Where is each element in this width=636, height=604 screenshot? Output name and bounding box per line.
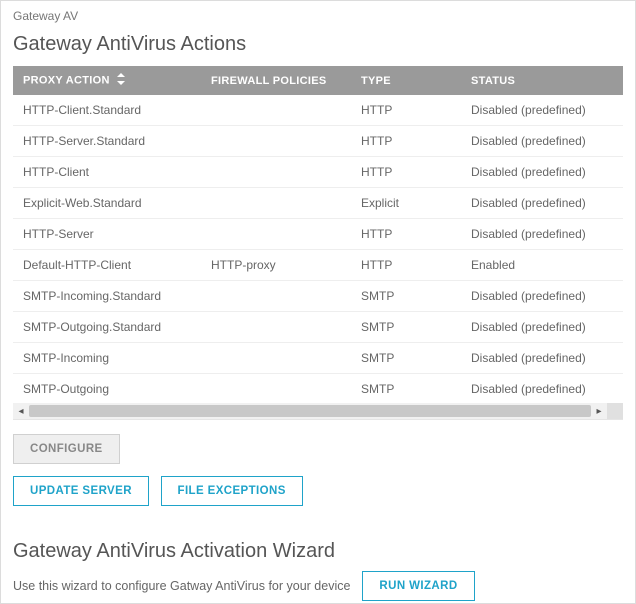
- cell-type: HTTP: [351, 157, 461, 188]
- table-row[interactable]: Default-HTTP-ClientHTTP-proxyHTTPEnabled: [13, 250, 623, 281]
- cell-firewall-policies: [201, 374, 351, 402]
- cell-proxy-action: Explicit-Web.Standard: [13, 188, 201, 219]
- wizard-section: Gateway AntiVirus Activation Wizard Use …: [13, 540, 623, 601]
- wizard-description: Use this wizard to configure Gatway Anti…: [13, 579, 350, 593]
- scroll-track[interactable]: [29, 405, 591, 417]
- cell-type: SMTP: [351, 281, 461, 312]
- scroll-resize-grip: [607, 403, 623, 419]
- cell-status: Disabled (predefined): [461, 312, 623, 343]
- table-row[interactable]: SMTP-Outgoing SMTPDisabled (predefined): [13, 374, 623, 402]
- table-row[interactable]: HTTP-Client.Standard HTTPDisabled (predef…: [13, 95, 623, 126]
- update-server-button[interactable]: UPDATE SERVER: [13, 476, 149, 506]
- table-row[interactable]: SMTP-Outgoing.Standard SMTPDisabled (pred…: [13, 312, 623, 343]
- cell-firewall-policies: [201, 95, 351, 126]
- cell-proxy-action: HTTP-Server.Standard: [13, 126, 201, 157]
- cell-status: Enabled: [461, 250, 623, 281]
- cell-type: SMTP: [351, 312, 461, 343]
- cell-proxy-action: HTTP-Client.Standard: [13, 95, 201, 126]
- actions-table-wrap: PROXY ACTION FIREWALL POLICIES TYPE STAT…: [13, 66, 623, 420]
- table-row[interactable]: SMTP-Incoming SMTPDisabled (predefined): [13, 343, 623, 374]
- table-header-row: PROXY ACTION FIREWALL POLICIES TYPE STAT…: [13, 66, 623, 95]
- run-wizard-button[interactable]: RUN WIZARD: [362, 571, 474, 601]
- cell-firewall-policies: [201, 188, 351, 219]
- table-row[interactable]: SMTP-Incoming.Standard SMTPDisabled (pred…: [13, 281, 623, 312]
- cell-firewall-policies: [201, 312, 351, 343]
- page-title: Gateway AntiVirus Actions: [13, 33, 623, 56]
- cell-firewall-policies: HTTP-proxy: [201, 250, 351, 281]
- cell-status: Disabled (predefined): [461, 126, 623, 157]
- configure-button[interactable]: CONFIGURE: [13, 434, 120, 464]
- table-row[interactable]: HTTP-Server.Standard HTTPDisabled (predef…: [13, 126, 623, 157]
- secondary-button-row: UPDATE SERVER FILE EXCEPTIONS: [13, 476, 623, 506]
- sort-icon: [117, 73, 125, 88]
- table-row[interactable]: HTTP-Client HTTPDisabled (predefined): [13, 157, 623, 188]
- cell-status: Disabled (predefined): [461, 157, 623, 188]
- cell-proxy-action: SMTP-Incoming: [13, 343, 201, 374]
- cell-status: Disabled (predefined): [461, 95, 623, 126]
- breadcrumb: Gateway AV: [13, 9, 623, 23]
- cell-firewall-policies: [201, 281, 351, 312]
- cell-firewall-policies: [201, 343, 351, 374]
- cell-type: Explicit: [351, 188, 461, 219]
- cell-type: SMTP: [351, 374, 461, 402]
- horizontal-scrollbar[interactable]: ◂ ▸: [13, 403, 623, 419]
- cell-firewall-policies: [201, 157, 351, 188]
- cell-proxy-action: SMTP-Outgoing: [13, 374, 201, 402]
- cell-proxy-action: HTTP-Client: [13, 157, 201, 188]
- table-row[interactable]: Explicit-Web.Standard ExplicitDisabled (p…: [13, 188, 623, 219]
- cell-status: Disabled (predefined): [461, 188, 623, 219]
- actions-table-scroll[interactable]: PROXY ACTION FIREWALL POLICIES TYPE STAT…: [13, 66, 623, 401]
- gateway-av-panel: Gateway AV Gateway AntiVirus Actions PRO…: [0, 0, 636, 604]
- cell-proxy-action: SMTP-Outgoing.Standard: [13, 312, 201, 343]
- scroll-right-arrow[interactable]: ▸: [591, 403, 607, 419]
- cell-firewall-policies: [201, 126, 351, 157]
- scroll-left-arrow[interactable]: ◂: [13, 403, 29, 419]
- cell-status: Disabled (predefined): [461, 343, 623, 374]
- wizard-title: Gateway AntiVirus Activation Wizard: [13, 540, 623, 563]
- col-header-status[interactable]: STATUS: [461, 66, 623, 95]
- cell-type: HTTP: [351, 95, 461, 126]
- cell-type: HTTP: [351, 126, 461, 157]
- cell-status: Disabled (predefined): [461, 374, 623, 402]
- primary-button-row: CONFIGURE: [13, 434, 623, 464]
- cell-type: HTTP: [351, 250, 461, 281]
- cell-type: HTTP: [351, 219, 461, 250]
- table-row[interactable]: HTTP-Server HTTPDisabled (predefined): [13, 219, 623, 250]
- cell-status: Disabled (predefined): [461, 281, 623, 312]
- col-header-proxy-action[interactable]: PROXY ACTION: [13, 66, 201, 95]
- actions-table: PROXY ACTION FIREWALL POLICIES TYPE STAT…: [13, 66, 623, 401]
- file-exceptions-button[interactable]: FILE EXCEPTIONS: [161, 476, 303, 506]
- cell-proxy-action: Default-HTTP-Client: [13, 250, 201, 281]
- col-header-label: PROXY ACTION: [23, 74, 110, 86]
- col-header-type[interactable]: TYPE: [351, 66, 461, 95]
- cell-proxy-action: SMTP-Incoming.Standard: [13, 281, 201, 312]
- cell-type: SMTP: [351, 343, 461, 374]
- cell-firewall-policies: [201, 219, 351, 250]
- cell-proxy-action: HTTP-Server: [13, 219, 201, 250]
- cell-status: Disabled (predefined): [461, 219, 623, 250]
- col-header-firewall-policies[interactable]: FIREWALL POLICIES: [201, 66, 351, 95]
